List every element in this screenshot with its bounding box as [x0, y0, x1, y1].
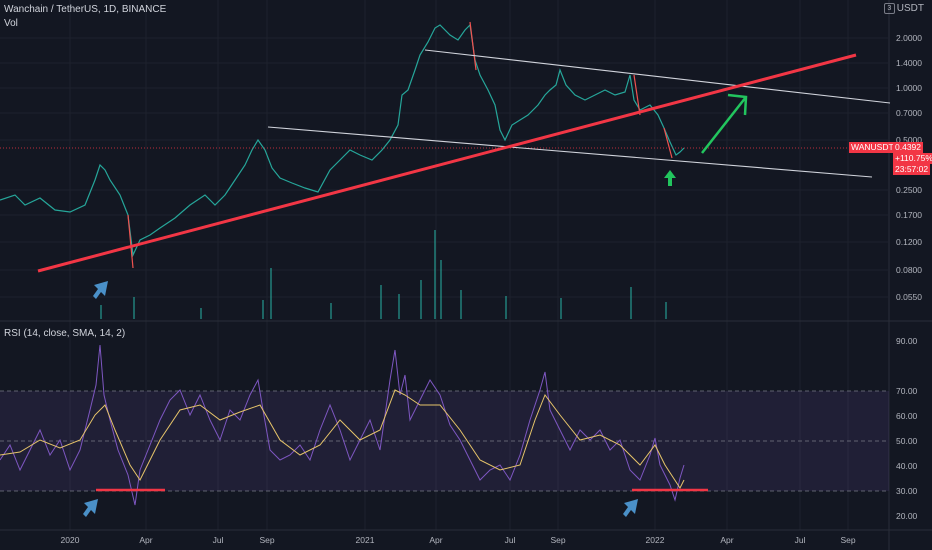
last-price-badge: 0.4392 — [893, 142, 923, 153]
channel-lines[interactable] — [267, 49, 891, 178]
symbol-badge: WANUSDT — [849, 142, 896, 153]
candlestick-series — [0, 21, 685, 269]
time-tick: 2021 — [356, 535, 375, 545]
currency-icon: 3 — [883, 3, 895, 14]
price-tick: 0.1200 — [896, 237, 922, 247]
rsi-ma-line — [0, 389, 685, 490]
up-arrow-icon[interactable] — [664, 170, 676, 186]
time-tick: Apr — [429, 535, 442, 545]
time-tick: Sep — [259, 535, 274, 545]
price-tick: 0.7000 — [896, 108, 922, 118]
time-tick: Apr — [720, 535, 733, 545]
volume-legend[interactable]: Vol — [4, 18, 18, 29]
currency-label: USDT — [896, 3, 924, 15]
price-axis[interactable]: 2.0000 1.4000 1.0000 0.7000 0.5000 0.250… — [896, 33, 922, 302]
rsi-tick: 90.00 — [896, 336, 918, 346]
rsi-tick: 40.00 — [896, 461, 918, 471]
price-tick: 2.0000 — [896, 33, 922, 43]
rsi-axis[interactable]: 90.00 70.00 60.00 50.00 40.00 30.00 20.0… — [896, 336, 918, 521]
rsi-tick: 70.00 — [896, 386, 918, 396]
bar-countdown-badge: 23:57:02 — [893, 164, 931, 175]
time-tick: Jul — [795, 535, 806, 545]
pointer-arrow-icon[interactable] — [93, 281, 108, 299]
price-tick: 0.2500 — [896, 185, 922, 195]
price-tick: 0.5000 — [896, 135, 922, 145]
pointer-arrow-icon[interactable] — [623, 499, 638, 517]
time-tick: Jul — [213, 535, 224, 545]
rsi-tick: 20.00 — [896, 511, 918, 521]
price-tick: 0.1700 — [896, 210, 922, 220]
time-tick: Sep — [550, 535, 565, 545]
time-tick: Apr — [139, 535, 152, 545]
channel-lower-line — [267, 126, 873, 178]
price-change-badge: +110.75% — [893, 153, 932, 164]
time-tick: 2020 — [61, 535, 80, 545]
pointer-arrow-icon[interactable] — [83, 499, 98, 517]
chart-title[interactable]: Wanchain / TetherUS, 1D, BINANCE — [4, 4, 167, 15]
price-tick: 0.0800 — [896, 265, 922, 275]
time-tick: Jul — [505, 535, 516, 545]
price-tick: 1.0000 — [896, 83, 922, 93]
ascending-trendline[interactable] — [37, 53, 857, 273]
channel-upper-line — [424, 49, 891, 104]
rsi-line — [0, 344, 685, 506]
time-tick: 2022 — [646, 535, 665, 545]
price-tick: 1.4000 — [896, 58, 922, 68]
currency-selector[interactable]: 3 USDT — [883, 3, 924, 15]
rsi-tick: 60.00 — [896, 411, 918, 421]
diagonal-up-arrow-icon[interactable] — [701, 93, 748, 154]
rsi-tick: 30.00 — [896, 486, 918, 496]
volume-series — [100, 230, 667, 319]
time-axis[interactable]: 2020 Apr Jul Sep 2021 Apr Jul Sep 2022 A… — [61, 535, 856, 545]
price-tick: 0.0550 — [896, 292, 922, 302]
time-tick: Sep — [840, 535, 855, 545]
rsi-legend[interactable]: RSI (14, close, SMA, 14, 2) — [4, 328, 126, 339]
rsi-tick: 50.00 — [896, 436, 918, 446]
